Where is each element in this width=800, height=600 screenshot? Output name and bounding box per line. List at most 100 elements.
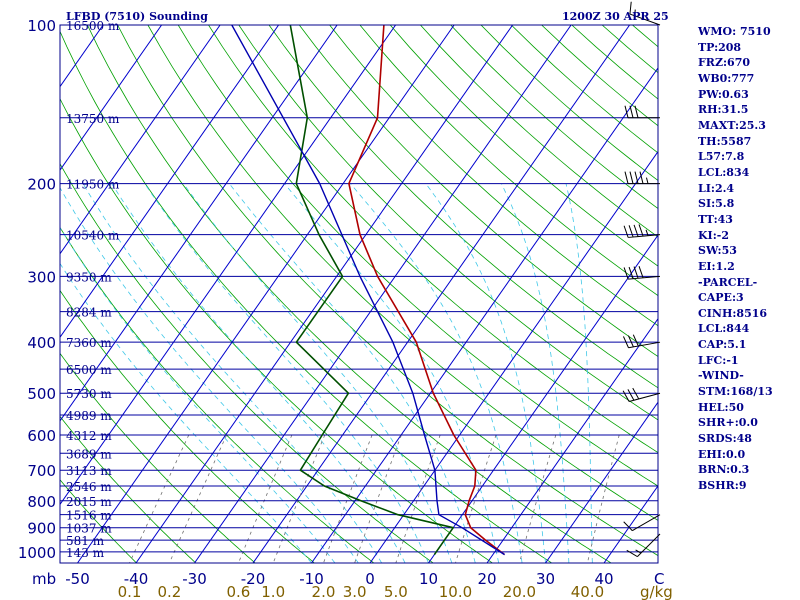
chart-title: LFBD (7510) Sounding [66, 10, 208, 23]
height-label: 3689 m [66, 447, 112, 461]
dry-adiabat [60, 479, 137, 563]
height-label: 10540 m [66, 229, 120, 243]
stat-item: MAXT:25.3 [698, 118, 766, 132]
pressure-tick-label: 300 [27, 268, 56, 286]
isotherm [77, 25, 455, 563]
isotherm [60, 25, 163, 172]
mixing-ratio-tick-label: 5.0 [384, 583, 408, 600]
moist-adiabat [183, 183, 453, 563]
wind-barb [624, 171, 660, 185]
mixing-ratio-line [169, 434, 227, 563]
mixing-ratio-line [323, 434, 373, 563]
stat-item: BRN:0.3 [698, 463, 750, 477]
dry-adiabat [208, 25, 658, 454]
dry-adiabat [60, 162, 434, 563]
dry-adiabat [238, 25, 658, 421]
pressure-tick-label: 100 [27, 17, 56, 35]
dry-adiabat [60, 289, 315, 563]
wind-barb [623, 224, 661, 238]
temperature-tick-label: -20 [241, 570, 266, 588]
dry-adiabat [87, 25, 612, 563]
mixing-ratio-tick-label: 0.6 [226, 583, 250, 600]
stat-item: SI:5.8 [698, 197, 735, 211]
isotherm [428, 234, 658, 563]
height-label: 7360 m [66, 336, 112, 350]
stat-item: TT:43 [698, 212, 733, 226]
height-label: 1516 m [66, 509, 112, 523]
stat-item: -PARCEL- [698, 275, 758, 289]
stats-panel: WMO: 7510 TP:208 FRZ:670 WB0:777 PW:0.63 RH:3… [698, 24, 773, 494]
moist-adiabat [82, 183, 383, 563]
mixing-ratio-line [395, 434, 441, 563]
pressure-tick-label: 500 [27, 385, 56, 403]
dry-adiabat [60, 352, 256, 563]
dry-adiabat [60, 30, 552, 563]
wind-barb [623, 514, 661, 532]
isotherm [486, 317, 658, 563]
stat-item: BSHR:9 [698, 479, 747, 493]
temperature-tick-label: 40 [594, 570, 613, 588]
height-label: 13750 m [66, 112, 120, 126]
stat-item: LFC:-1 [698, 353, 739, 367]
mixing-ratio-tick-label: 0.1 [118, 583, 142, 600]
moist-adiabat [111, 183, 406, 563]
temperature-unit-label: C [654, 570, 664, 588]
dry-adiabat [268, 25, 658, 389]
temperature-tick-label: 20 [477, 570, 496, 588]
temperature-tick-label: -50 [65, 570, 90, 588]
wind-barb [623, 265, 661, 280]
mixing-ratio-tick-label: 40.0 [571, 583, 604, 600]
mixing-ratio-tick-label: 20.0 [503, 583, 536, 600]
height-label: 2015 m [66, 495, 112, 509]
temperature-tick-label: 10 [419, 570, 438, 588]
temperature-tick-label: 0 [365, 570, 375, 588]
pressure-tick-label: 1000 [18, 544, 56, 562]
height-label: 2546 m [66, 480, 112, 494]
dry-adiabat [329, 25, 658, 327]
height-label: 581 m [66, 534, 105, 548]
wind-barb [622, 387, 661, 403]
stat-item: TP:208 [698, 40, 742, 54]
stat-item: PW:0.63 [698, 87, 749, 101]
height-label: 4989 m [66, 409, 112, 423]
mixing-ratio-line [129, 434, 190, 563]
pressure-tick-label: 800 [27, 493, 56, 511]
height-label: 5730 m [66, 387, 112, 401]
pressure-tick-label: 200 [27, 176, 56, 194]
wind-barb [626, 533, 661, 558]
stat-item: EHI:0.0 [698, 447, 746, 461]
isotherm [60, 25, 397, 506]
isotherm [545, 401, 658, 563]
dry-adiabat [177, 25, 658, 487]
stat-item: STM:168/13 [698, 385, 773, 399]
stat-item: TH:5587 [698, 134, 752, 148]
stat-item: SHR+:0.0 [698, 416, 758, 430]
height-label: 3113 m [66, 464, 112, 478]
wind-barb [629, 1, 661, 26]
mixing-ratio-line [455, 434, 497, 563]
stat-item: -WIND- [698, 369, 744, 383]
dry-adiabat [60, 97, 493, 563]
pressure-tick-label: 400 [27, 334, 56, 352]
dry-adiabat [60, 415, 197, 563]
dry-adiabat [359, 25, 658, 297]
stat-item: KI:-2 [698, 228, 729, 242]
mixing-ratio-line [587, 434, 620, 563]
mixing-ratio-unit-label: g/kg [640, 583, 673, 600]
isotherm [135, 25, 514, 563]
pressure-tick-label: 600 [27, 427, 56, 445]
isotherm [60, 25, 338, 422]
height-label: 8284 m [66, 306, 112, 320]
moist-adiabat [144, 183, 429, 563]
temperature-tick-label: -40 [124, 570, 149, 588]
dry-adiabat [389, 25, 658, 267]
stat-item: LCL:834 [698, 165, 750, 179]
stat-item: WMO: 7510 [698, 25, 771, 38]
stat-item: LI:2.4 [698, 181, 735, 195]
isotherm [311, 67, 658, 563]
mixing-ratio-tick-label: 10.0 [439, 583, 472, 600]
pressure-unit-label: mb [32, 570, 56, 588]
height-label: 6500 m [66, 363, 112, 377]
moist-adiabat [425, 183, 546, 563]
moist-adiabat [501, 183, 570, 563]
